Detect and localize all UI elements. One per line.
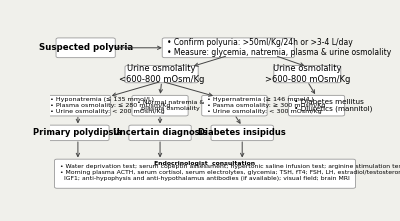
Text: Urine osmolality
>600-800 mOsm/Kg: Urine osmolality >600-800 mOsm/Kg <box>265 65 350 84</box>
Text: • Water deprivation test; serum copeptin assessment; hypertonic saline infusion : • Water deprivation test; serum copeptin… <box>60 164 400 181</box>
FancyBboxPatch shape <box>54 159 356 188</box>
Text: • Normal natremia &
  plasma osmolality: • Normal natremia & plasma osmolality <box>137 100 204 111</box>
FancyBboxPatch shape <box>211 125 273 141</box>
FancyBboxPatch shape <box>274 66 341 83</box>
Text: Uncertain diagnosis: Uncertain diagnosis <box>113 128 207 137</box>
FancyBboxPatch shape <box>162 38 294 58</box>
FancyBboxPatch shape <box>45 95 111 116</box>
FancyBboxPatch shape <box>288 95 345 116</box>
Text: Endocrinologist  consultation: Endocrinologist consultation <box>154 161 256 166</box>
Text: Suspected polyuria: Suspected polyuria <box>38 43 133 52</box>
Text: Diabetes insipidus: Diabetes insipidus <box>198 128 286 137</box>
FancyBboxPatch shape <box>56 38 115 58</box>
Text: • Confirm polyuria: >50ml/Kg/24h or >3-4 L/day
• Measure: glycemia, natremia, pl: • Confirm polyuria: >50ml/Kg/24h or >3-4… <box>167 38 392 57</box>
Text: Urine osmolality
<600-800 mOsm/Kg: Urine osmolality <600-800 mOsm/Kg <box>119 65 204 84</box>
Text: Primary polydipsia: Primary polydipsia <box>34 128 122 137</box>
FancyBboxPatch shape <box>125 66 198 83</box>
FancyBboxPatch shape <box>132 95 188 116</box>
FancyBboxPatch shape <box>129 125 191 141</box>
Text: • Hypernatremia (≥ 146 mmol/L)
• Pasma osmolality: ≥ 300 mOsm/Kg
• Urine osmolal: • Hypernatremia (≥ 146 mmol/L) • Pasma o… <box>207 97 325 114</box>
FancyBboxPatch shape <box>202 95 267 116</box>
Text: • Hyponatremia (≤ 135 mmol/L)
• Plasma osmolality: ≤ 280 mOsm/Kg
• Urine osmolal: • Hyponatremia (≤ 135 mmol/L) • Plasma o… <box>50 97 171 114</box>
Text: • Diabetes mellitus
• Diuretics (mannitol): • Diabetes mellitus • Diuretics (mannito… <box>294 99 372 112</box>
FancyBboxPatch shape <box>47 125 109 141</box>
